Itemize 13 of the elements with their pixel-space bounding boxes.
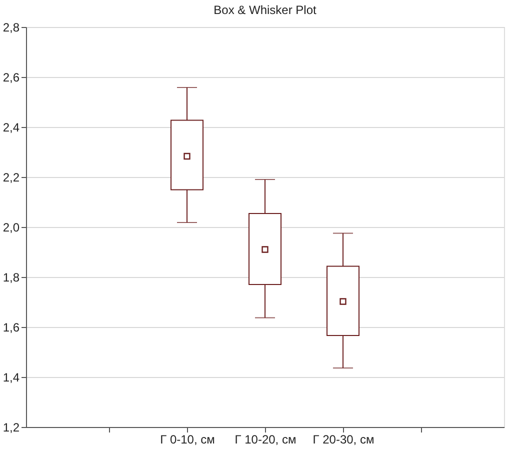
x-tick-label: Г 10-20, см [234, 432, 296, 446]
y-tick-label: 2,2 [2, 170, 20, 184]
y-tick-label: 2,8 [2, 20, 20, 34]
y-tick-label: 1,8 [2, 270, 20, 284]
y-tick-label: 1,6 [2, 320, 20, 334]
y-tick-label: 1,2 [2, 420, 20, 434]
x-tick-label: Г 0-10, см [160, 432, 215, 446]
y-tick-label: 2,6 [2, 70, 20, 84]
y-tick-label: 2,0 [2, 220, 20, 234]
x-tick-label: Г 20-30, см [312, 432, 374, 446]
y-tick-label: 1,4 [2, 370, 20, 384]
y-tick-label: 2,4 [2, 120, 20, 134]
chart-title: Box & Whisker Plot [214, 3, 318, 17]
